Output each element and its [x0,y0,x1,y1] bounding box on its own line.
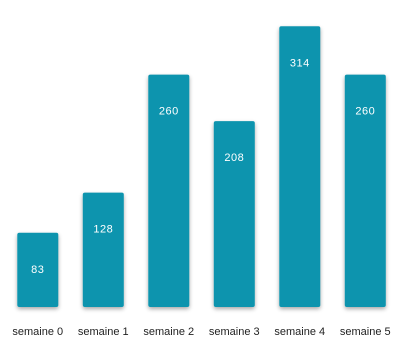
bars-group [17,26,386,308]
bar-semaine-0 [17,232,59,307]
value-label-semaine-1: 128 [93,224,113,236]
category-label-semaine-3: semaine 3 [209,326,260,337]
value-label-semaine-3: 208 [224,152,244,164]
category-label-semaine-0: semaine 0 [12,326,63,337]
bar-semaine-1 [82,192,124,307]
value-label-semaine-5: 260 [355,106,375,118]
value-label-semaine-0: 83 [31,264,44,276]
bar-semaine-3 [213,121,255,307]
bar-semaine-4 [279,26,321,308]
category-label-semaine-5: semaine 5 [340,326,391,337]
bar-semaine-5 [344,74,386,307]
value-labels-group: 83 128 260 208 314 260 [31,57,375,275]
value-label-semaine-2: 260 [159,106,179,118]
category-label-semaine-1: semaine 1 [78,326,129,337]
bar-semaine-2 [148,74,190,307]
category-label-semaine-4: semaine 4 [274,326,325,337]
value-label-semaine-4: 314 [290,57,310,69]
category-label-semaine-2: semaine 2 [143,326,194,337]
category-labels-group: semaine 0 semaine 1 semaine 2 semaine 3 sema… [12,326,390,337]
